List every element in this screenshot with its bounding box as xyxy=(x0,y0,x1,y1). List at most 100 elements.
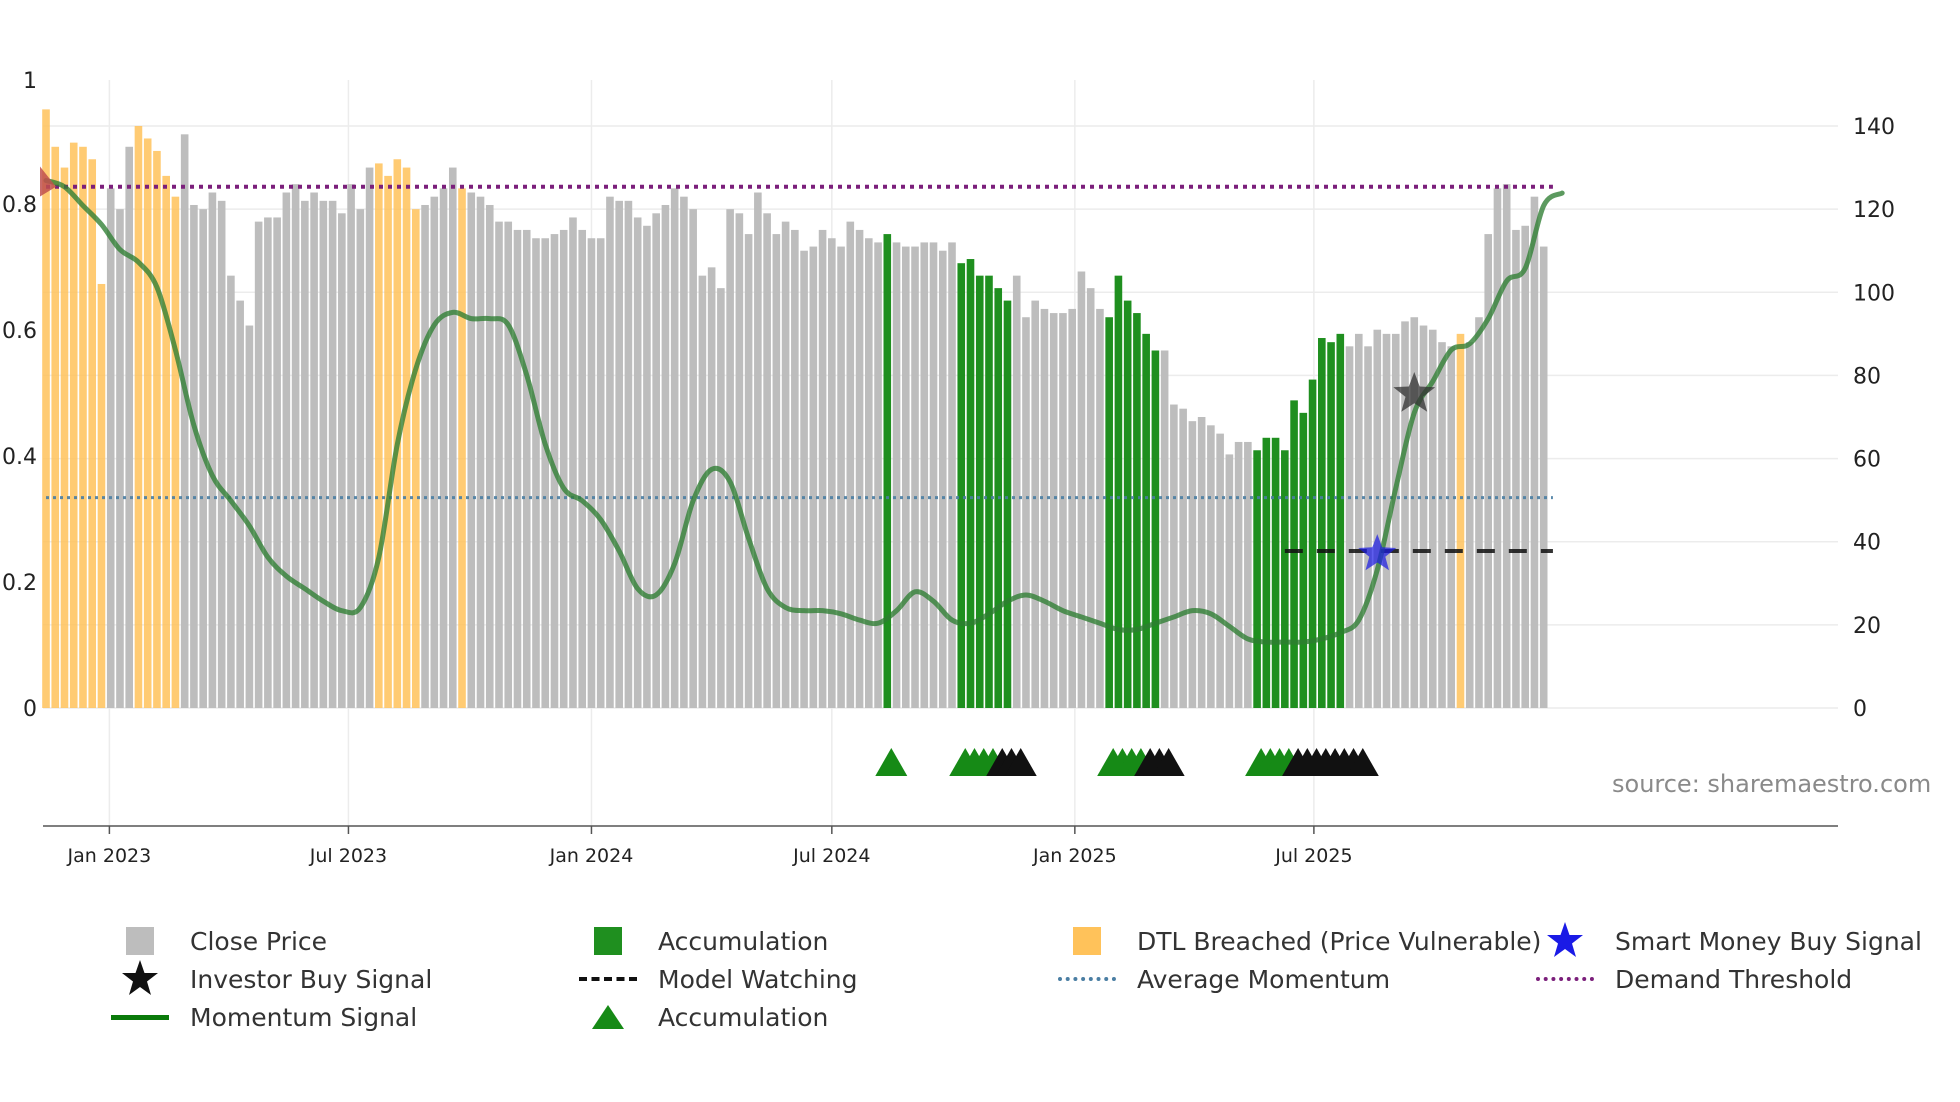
close-price-bar xyxy=(1234,441,1243,708)
close-price-bar xyxy=(606,196,614,708)
accumulation-bar xyxy=(1151,350,1160,708)
accumulation-bar xyxy=(1253,450,1261,708)
black-star-icon xyxy=(122,960,158,995)
dtl-breached-bar xyxy=(60,167,69,709)
close-price-bar xyxy=(1438,342,1446,708)
dtl-breached-bar xyxy=(134,126,143,708)
close-price-bar xyxy=(1022,317,1030,708)
x-tick-label: Jul 2025 xyxy=(1274,845,1352,867)
accumulation-bar xyxy=(1142,333,1150,708)
demand-breach-marker xyxy=(40,166,56,197)
close-price-bar xyxy=(504,221,513,708)
close-price-bar xyxy=(929,242,938,708)
x-tick-label: Jul 2024 xyxy=(792,845,870,867)
dotted-line-icon xyxy=(1058,977,1116,981)
accumulation-bar xyxy=(1262,437,1271,708)
close-price-bar xyxy=(448,167,457,709)
close-price-bar xyxy=(439,188,448,708)
accumulation-bar xyxy=(1133,313,1141,708)
close-price-bar xyxy=(726,209,734,708)
legend-accumulation-bar: Accumulation xyxy=(568,924,828,958)
legend-label: Momentum Signal xyxy=(190,1002,418,1032)
right-tick-label: 40 xyxy=(1853,531,1881,556)
close-price-bar xyxy=(1354,333,1363,708)
accumulation-bar xyxy=(1336,333,1345,708)
dtl-breached-bar xyxy=(51,146,60,709)
legend-label: DTL Breached (Price Vulnerable) xyxy=(1137,926,1542,956)
close-price-bar xyxy=(1225,454,1234,708)
close-price-bar xyxy=(569,217,577,708)
close-price-bar xyxy=(1031,300,1040,708)
close-price-bar xyxy=(245,325,254,708)
close-price-bar xyxy=(763,213,771,709)
close-price-bar xyxy=(1391,333,1400,708)
close-price-bar xyxy=(800,250,808,708)
bar-series xyxy=(42,109,1548,709)
close-price-bar xyxy=(236,300,244,708)
close-price-bar xyxy=(485,204,494,708)
close-price-bar xyxy=(338,213,346,709)
close-price-bar xyxy=(1521,225,1529,708)
dtl-breached-bar xyxy=(153,150,161,708)
legend-label: Close Price xyxy=(190,926,328,956)
close-price-bar xyxy=(633,217,642,708)
close-price-bar xyxy=(1188,421,1197,708)
accumulation-bar xyxy=(1114,275,1123,708)
close-price-bar xyxy=(1465,342,1474,708)
close-price-bar xyxy=(1160,350,1169,708)
close-price-bar xyxy=(615,200,623,709)
close-price-bar xyxy=(596,238,605,708)
close-price-bar xyxy=(282,192,291,708)
x-tick-label: Jan 2024 xyxy=(549,845,634,867)
close-price-bar xyxy=(837,246,845,709)
close-price-bar xyxy=(911,246,919,709)
close-price-bar xyxy=(1484,234,1493,709)
legend-label: Model Watching xyxy=(658,964,858,994)
close-price-bar xyxy=(1096,308,1104,708)
accumulation-marker xyxy=(875,748,908,776)
close-price-bar xyxy=(735,213,744,709)
close-price-bar xyxy=(874,242,882,708)
dtl-breached-bar xyxy=(97,283,106,708)
right-tick-label: 80 xyxy=(1853,364,1881,389)
investor-buy-star xyxy=(1393,372,1436,412)
dtl-breached-bar xyxy=(384,175,392,708)
close-price-bar xyxy=(1373,329,1382,708)
close-price-bar xyxy=(624,200,633,709)
close-price-bar xyxy=(513,229,522,708)
close-price-bar xyxy=(1179,408,1187,708)
legend-label: Demand Threshold xyxy=(1615,964,1853,994)
close-price-bar xyxy=(559,229,568,708)
legend-smart-money: Smart Money Buy Signal xyxy=(1525,922,1922,958)
accumulation-bar xyxy=(975,275,984,708)
close-price-bar xyxy=(948,242,956,708)
close-price-bar xyxy=(809,246,818,709)
close-price-bar xyxy=(254,221,263,708)
right-tick-label: 60 xyxy=(1853,448,1881,473)
axes: Jan 2023 Jul 2023 Jan 2024 Jul 2024 Jan 2025… xyxy=(2,69,1895,867)
right-tick-label: 20 xyxy=(1853,614,1881,639)
orange-square-icon xyxy=(1073,927,1101,955)
close-price-bar xyxy=(1447,346,1456,708)
close-price-bar xyxy=(772,234,781,709)
close-price-bar xyxy=(106,188,115,708)
close-price-bar xyxy=(264,217,272,708)
dtl-breached-bar xyxy=(88,159,97,708)
close-price-bar xyxy=(661,204,670,708)
close-price-bar xyxy=(754,192,762,708)
close-price-bar xyxy=(1207,425,1215,708)
close-price-bar xyxy=(1493,188,1502,708)
legend-label: Smart Money Buy Signal xyxy=(1615,926,1922,956)
close-price-bar xyxy=(1077,271,1086,708)
close-price-bar xyxy=(846,221,855,708)
dtl-breached-bar xyxy=(69,142,78,709)
close-price-bar xyxy=(1040,308,1049,708)
close-price-bar xyxy=(744,234,753,709)
close-price-bar xyxy=(1345,346,1354,708)
close-price-bar xyxy=(301,200,309,709)
close-price-bar xyxy=(190,204,198,708)
legend-label: Average Momentum xyxy=(1137,964,1391,994)
close-price-bar xyxy=(208,192,217,708)
close-price-bar xyxy=(1401,321,1409,708)
